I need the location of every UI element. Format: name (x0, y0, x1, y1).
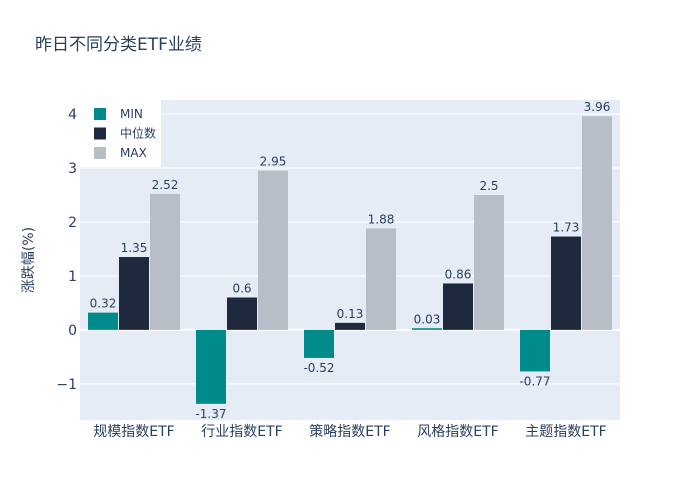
bar-MIN-主题指数ETF (520, 329, 550, 372)
legend-label[interactable]: MAX (120, 146, 147, 160)
bar-MIN-规模指数ETF (88, 312, 118, 330)
data-label: -0.77 (519, 374, 550, 388)
x-tick-label: 主题指数ETF (525, 424, 606, 440)
legend: MIN 中位数 MAX (80, 100, 161, 167)
data-label: 2.5 (479, 179, 498, 193)
bar-MIN-策略指数ETF (304, 329, 334, 358)
data-label: 0.03 (414, 312, 441, 326)
data-label: 0.13 (337, 307, 364, 321)
bar-中位数-主题指数ETF (551, 236, 581, 330)
bar-中位数-行业指数ETF (227, 297, 257, 330)
data-label: 1.88 (368, 212, 395, 226)
data-label: 0.32 (90, 297, 117, 311)
data-label: 2.52 (152, 178, 179, 192)
data-label: -1.37 (195, 407, 226, 421)
y-tick-label: 0 (68, 323, 77, 339)
bar-MAX-风格指数ETF (474, 194, 504, 330)
bar-中位数-规模指数ETF (119, 257, 149, 330)
bar-MIN-风格指数ETF (412, 328, 442, 330)
legend-swatch-MAX[interactable] (94, 147, 106, 159)
data-label: -0.52 (303, 361, 334, 375)
x-tick-label: 行业指数ETF (201, 424, 282, 440)
bar-MIN-行业指数ETF (196, 329, 226, 404)
bar-MAX-行业指数ETF (258, 170, 288, 330)
data-label: 2.95 (260, 155, 287, 169)
bar-MAX-主题指数ETF (582, 116, 612, 330)
data-label: 1.35 (121, 241, 148, 255)
x-tick-label: 规模指数ETF (93, 424, 174, 440)
chart-title: 昨日不同分类ETF业绩 (35, 35, 202, 55)
legend-label[interactable]: 中位数 (120, 126, 156, 141)
x-tick-label: 策略指数ETF (309, 423, 390, 440)
x-tick-label: 风格指数ETF (417, 424, 498, 440)
data-label: 3.96 (584, 100, 611, 114)
y-tick-label: 1 (68, 269, 77, 285)
data-label: 1.73 (553, 221, 580, 235)
data-label: 0.86 (445, 267, 472, 281)
y-axis-title: 涨跌幅(%) (21, 227, 37, 293)
y-tick-label: 4 (68, 107, 77, 123)
bar-中位数-策略指数ETF (335, 322, 365, 330)
y-tick-label: 3 (68, 161, 77, 177)
y-tick-label: −1 (56, 377, 77, 393)
y-tick-label: 2 (68, 215, 77, 231)
legend-swatch-中位数[interactable] (94, 127, 106, 140)
bar-MAX-策略指数ETF (366, 228, 396, 330)
bar-中位数-风格指数ETF (443, 283, 473, 330)
legend-swatch-MIN[interactable] (94, 108, 106, 120)
bar-MAX-规模指数ETF (150, 193, 180, 330)
legend-background (80, 100, 161, 167)
data-label: 0.6 (232, 282, 251, 296)
legend-label[interactable]: MIN (120, 107, 143, 121)
